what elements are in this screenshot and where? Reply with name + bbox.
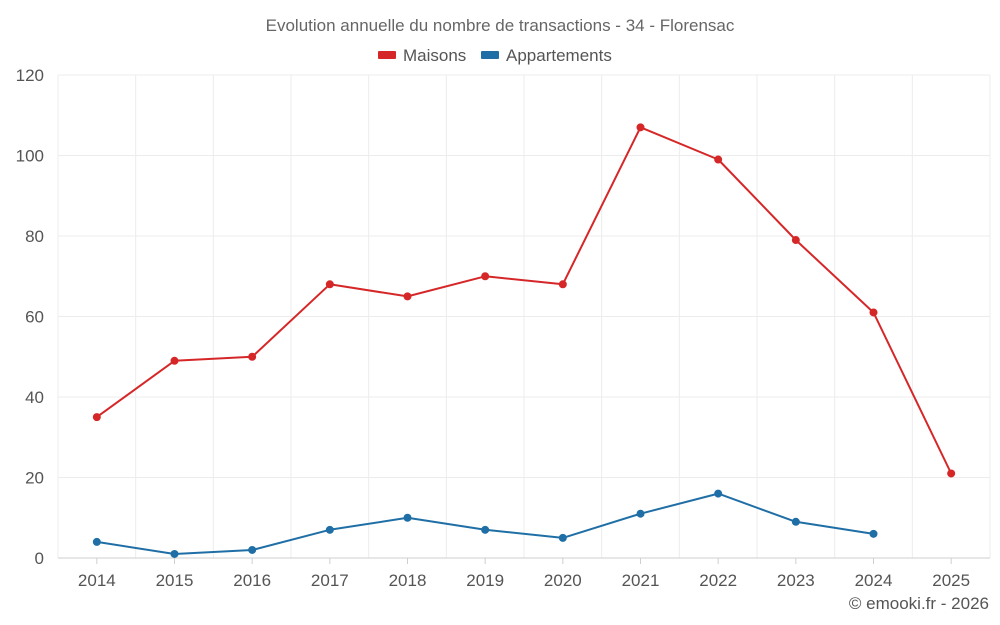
tick-labels: 0 20 40 60 80 100 120 2014 2015 2016 2017 2018 2019 2… xyxy=(16,66,970,590)
legend-item-appartements[interactable]: Appartements xyxy=(481,46,612,65)
x-tick-label: 2014 xyxy=(78,571,116,590)
y-tick-label: 0 xyxy=(35,549,44,568)
data-point-maisons-2020[interactable] xyxy=(558,280,567,289)
legend-swatch-maisons xyxy=(378,51,396,59)
y-tick-label: 120 xyxy=(16,66,44,85)
data-point-maisons-2023[interactable] xyxy=(791,236,800,245)
y-tick-label: 20 xyxy=(25,469,44,488)
data-point-appartements-2019[interactable] xyxy=(481,525,490,534)
data-point-maisons-2017[interactable] xyxy=(325,280,334,289)
x-tick-label: 2017 xyxy=(311,571,349,590)
data-point-maisons-2016[interactable] xyxy=(248,352,257,361)
data-point-maisons-2018[interactable] xyxy=(403,292,412,301)
data-point-appartements-2017[interactable] xyxy=(325,525,334,534)
credit-text: © emooki.fr - 2026 xyxy=(849,594,989,613)
y-tick-label: 80 xyxy=(25,227,44,246)
y-tick-label: 100 xyxy=(16,147,44,166)
data-point-maisons-2019[interactable] xyxy=(481,272,490,281)
x-tick-label: 2016 xyxy=(233,571,271,590)
chart-title: Evolution annuelle du nombre de transact… xyxy=(266,16,735,35)
series-maisons xyxy=(92,123,956,478)
legend: Maisons Appartements xyxy=(378,46,612,65)
x-tick-label: 2025 xyxy=(932,571,970,590)
series-appartements xyxy=(92,489,878,558)
data-point-appartements-2022[interactable] xyxy=(714,489,723,498)
data-point-maisons-2024[interactable] xyxy=(869,308,878,317)
series-line-maisons xyxy=(95,126,953,475)
series xyxy=(92,123,956,558)
x-tick-label: 2021 xyxy=(622,571,660,590)
legend-swatch-appartements xyxy=(481,51,499,59)
data-point-maisons-2021[interactable] xyxy=(636,123,645,132)
data-point-appartements-2014[interactable] xyxy=(92,537,101,546)
data-point-appartements-2015[interactable] xyxy=(170,549,179,558)
data-point-maisons-2015[interactable] xyxy=(170,356,179,365)
legend-label-maisons: Maisons xyxy=(403,46,466,65)
x-tick-label: 2020 xyxy=(544,571,582,590)
data-point-appartements-2024[interactable] xyxy=(869,529,878,538)
x-tick-label: 2015 xyxy=(156,571,194,590)
data-point-appartements-2021[interactable] xyxy=(636,509,645,518)
legend-label-appartements: Appartements xyxy=(506,46,612,65)
data-point-maisons-2022[interactable] xyxy=(714,155,723,164)
y-tick-label: 60 xyxy=(25,308,44,327)
x-tick-label: 2024 xyxy=(855,571,893,590)
x-tick-label: 2019 xyxy=(466,571,504,590)
grid xyxy=(57,74,991,559)
x-tick-label: 2018 xyxy=(389,571,427,590)
x-tick-label: 2023 xyxy=(777,571,815,590)
data-point-maisons-2025[interactable] xyxy=(947,469,956,478)
data-point-appartements-2020[interactable] xyxy=(558,533,567,542)
y-tick-label: 40 xyxy=(25,388,44,407)
data-point-maisons-2014[interactable] xyxy=(92,413,101,422)
data-point-appartements-2023[interactable] xyxy=(791,517,800,526)
data-point-appartements-2018[interactable] xyxy=(403,513,412,522)
x-tick-label: 2022 xyxy=(699,571,737,590)
legend-item-maisons[interactable]: Maisons xyxy=(378,46,466,65)
axes xyxy=(96,558,952,564)
data-point-appartements-2016[interactable] xyxy=(248,545,257,554)
